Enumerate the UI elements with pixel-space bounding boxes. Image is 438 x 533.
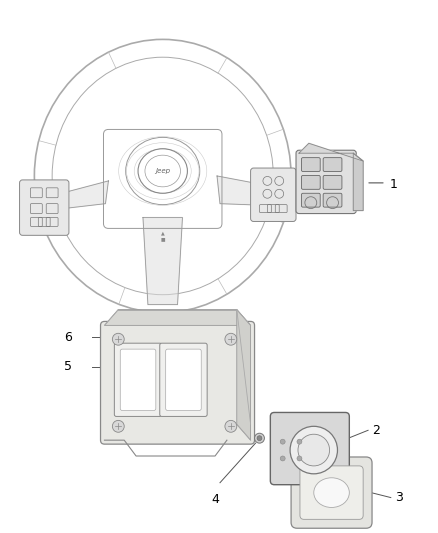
FancyBboxPatch shape: [323, 193, 342, 207]
Polygon shape: [46, 181, 109, 211]
Polygon shape: [237, 310, 251, 440]
Ellipse shape: [314, 478, 350, 507]
Polygon shape: [143, 217, 183, 304]
FancyBboxPatch shape: [301, 175, 320, 189]
Circle shape: [257, 435, 262, 441]
FancyBboxPatch shape: [20, 180, 69, 236]
FancyBboxPatch shape: [300, 466, 363, 519]
FancyBboxPatch shape: [291, 457, 372, 528]
Text: 3: 3: [395, 491, 403, 504]
FancyBboxPatch shape: [166, 349, 201, 410]
FancyBboxPatch shape: [270, 413, 350, 484]
Circle shape: [280, 439, 285, 444]
FancyBboxPatch shape: [301, 193, 320, 207]
FancyBboxPatch shape: [323, 158, 342, 172]
Circle shape: [297, 439, 302, 444]
Polygon shape: [105, 310, 251, 325]
Circle shape: [298, 434, 329, 466]
FancyBboxPatch shape: [160, 343, 207, 416]
Circle shape: [254, 433, 265, 443]
Text: 5: 5: [64, 360, 72, 374]
Text: 4: 4: [211, 492, 219, 506]
FancyBboxPatch shape: [101, 321, 254, 444]
FancyBboxPatch shape: [251, 168, 296, 222]
Text: Jeep: Jeep: [155, 168, 170, 174]
Polygon shape: [299, 143, 363, 161]
FancyBboxPatch shape: [323, 175, 342, 189]
Circle shape: [113, 421, 124, 432]
Circle shape: [280, 456, 285, 461]
Text: 2: 2: [372, 424, 380, 437]
Circle shape: [113, 333, 124, 345]
FancyBboxPatch shape: [120, 349, 156, 410]
Circle shape: [290, 426, 337, 474]
Text: 1: 1: [390, 179, 398, 191]
Text: ▲
■: ▲ ■: [160, 230, 165, 241]
Polygon shape: [353, 153, 363, 211]
Polygon shape: [217, 176, 273, 206]
Circle shape: [297, 456, 302, 461]
FancyBboxPatch shape: [114, 343, 162, 416]
Circle shape: [225, 421, 237, 432]
FancyBboxPatch shape: [301, 158, 320, 172]
Circle shape: [225, 333, 237, 345]
FancyBboxPatch shape: [296, 150, 356, 214]
Text: 6: 6: [64, 331, 72, 344]
